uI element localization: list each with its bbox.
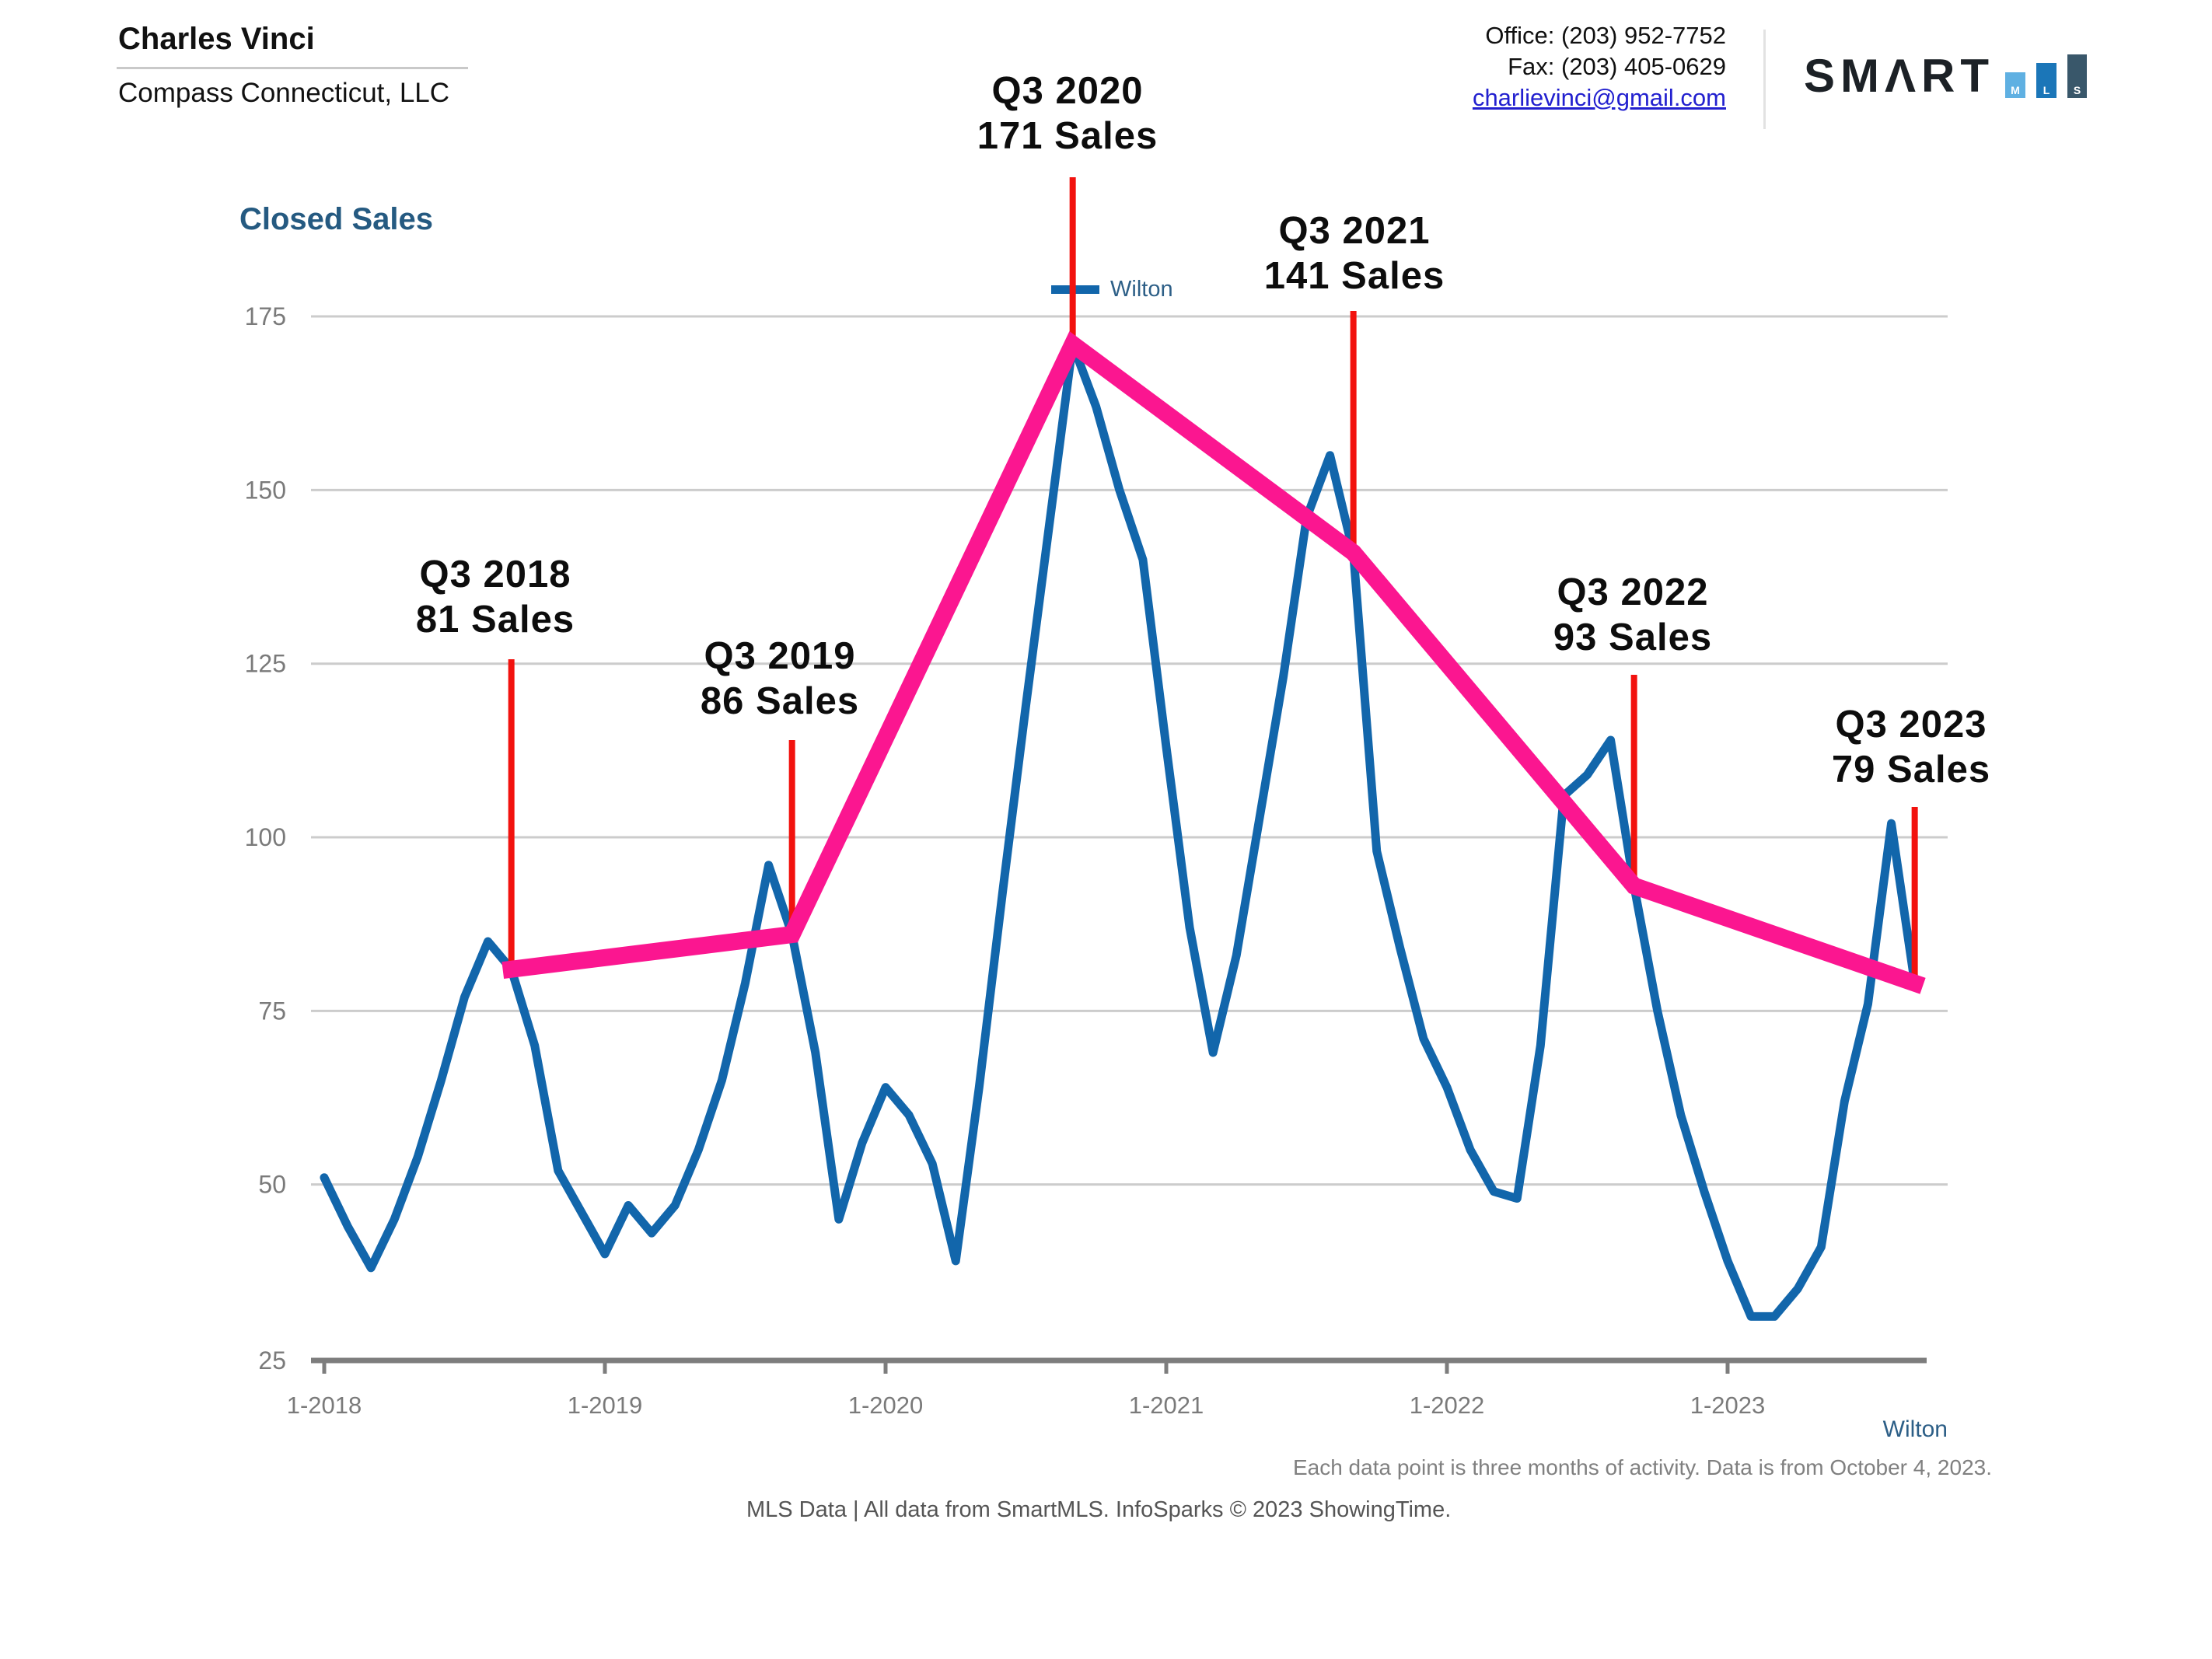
y-tick-label-125: 125 bbox=[245, 650, 286, 678]
contact-fax: Fax: (203) 405-0629 bbox=[1508, 53, 1726, 80]
agent-name: Charles Vinci bbox=[118, 22, 315, 56]
legend-label: Wilton bbox=[1110, 277, 1173, 302]
x-tick-label-1-2021: 1-2021 bbox=[1129, 1392, 1204, 1419]
y-tick-label-175: 175 bbox=[245, 302, 286, 330]
logo-bar-s: S bbox=[2067, 54, 2087, 98]
smartmls-logo-word: SMΛRT bbox=[1804, 50, 1994, 102]
y-tick-label-100: 100 bbox=[245, 823, 286, 851]
header-rule bbox=[117, 67, 468, 69]
contact-office: Office: (203) 952-7752 bbox=[1485, 22, 1726, 49]
x-tick-label-1-2020: 1-2020 bbox=[848, 1392, 924, 1419]
x-tick-label-1-2022: 1-2022 bbox=[1410, 1392, 1485, 1419]
y-tick-label-25: 25 bbox=[258, 1346, 286, 1374]
x-tick-label-1-2018: 1-2018 bbox=[287, 1392, 362, 1419]
footnote-data-source: Each data point is three months of activ… bbox=[1292, 1455, 1992, 1479]
footnote-mls: MLS Data | All data from SmartMLS. InfoS… bbox=[746, 1497, 1452, 1522]
y-tick-label-150: 150 bbox=[245, 476, 286, 504]
contact-email-link[interactable]: charlievinci@gmail.com bbox=[1472, 84, 1726, 111]
chart-title: Closed Sales bbox=[239, 202, 434, 236]
contact-block: Office: (203) 952-7752 Fax: (203) 405-06… bbox=[1322, 20, 1726, 114]
q3-trend-line bbox=[501, 330, 1926, 994]
x-tick-label-1-2023: 1-2023 bbox=[1690, 1392, 1766, 1419]
y-tick-label-75: 75 bbox=[258, 997, 286, 1025]
header-divider bbox=[1763, 30, 1766, 129]
wilton-closed-sales-line bbox=[320, 340, 1920, 1321]
x-tick-label-1-2019: 1-2019 bbox=[568, 1392, 643, 1419]
agent-company: Compass Connecticut, LLC bbox=[118, 78, 450, 108]
y-tick-label-50: 50 bbox=[258, 1171, 286, 1199]
series-label-bottom-right: Wilton bbox=[1882, 1416, 1948, 1442]
logo-bar-m: M bbox=[2005, 72, 2025, 98]
logo-bar-l: L bbox=[2036, 63, 2056, 98]
smartmls-logo: SMΛRT M L S bbox=[1804, 50, 2087, 103]
